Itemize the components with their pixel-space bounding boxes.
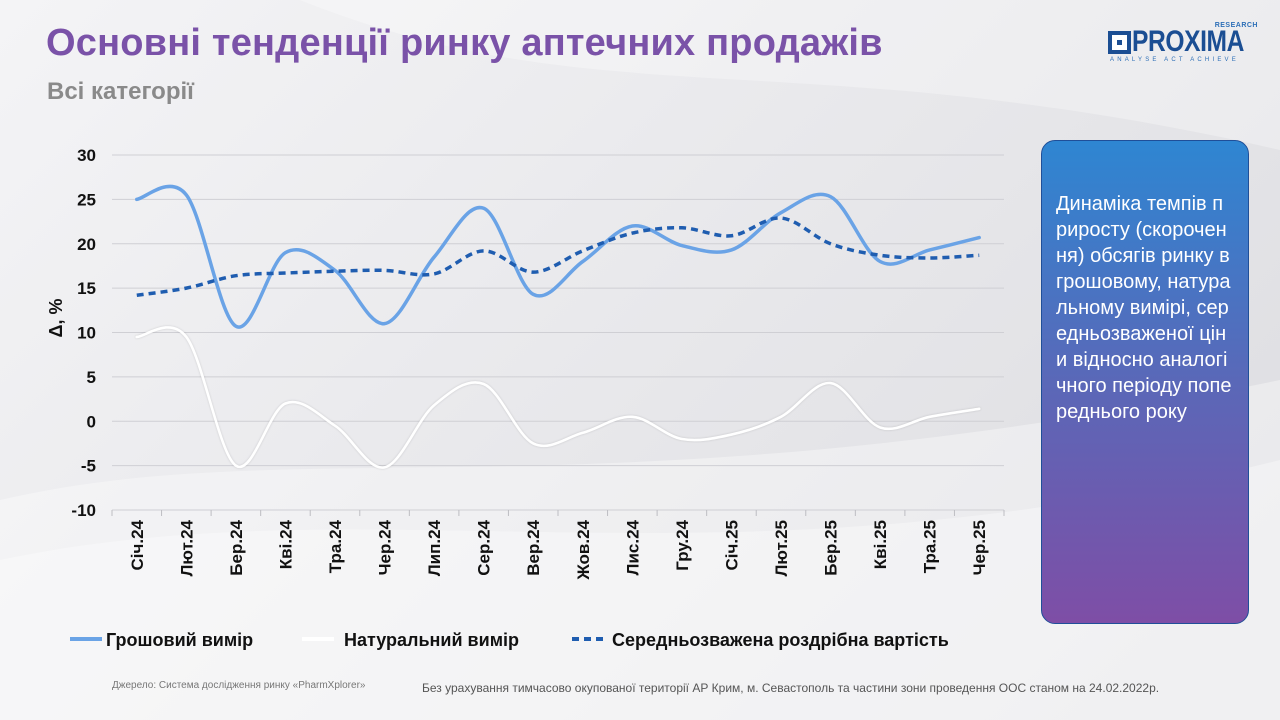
x-tick-label: Сер.24 <box>475 519 494 575</box>
y-tick-labels: -10 -5 0 5 10 15 20 25 30 <box>71 146 96 520</box>
x-tick-label: Кві.24 <box>276 519 295 569</box>
y-tick-label: 25 <box>77 190 96 209</box>
x-tick-label: Січ.24 <box>128 519 147 570</box>
y-tick-label: 20 <box>77 235 96 254</box>
page-subtitle: Всі категорії <box>47 78 194 105</box>
x-tick-label: Лип.24 <box>425 519 444 576</box>
x-tick-label: Лют.25 <box>772 520 791 577</box>
x-tick-label: Жов.24 <box>574 519 593 580</box>
source-note: Джерело: Система дослідження ринку «Phar… <box>112 680 366 691</box>
y-tick-label: 0 <box>87 412 96 431</box>
x-tick-label: Тра.25 <box>921 520 940 573</box>
legend-label: Середньозважена роздрібна вартість <box>612 630 949 650</box>
y-tick-label: 5 <box>87 368 96 387</box>
logo-research-text: RESEARCH <box>1214 22 1258 29</box>
chart-series <box>135 184 981 469</box>
info-box-text: Динаміка темпів приросту (скорочення) об… <box>1056 193 1232 423</box>
series-line-money <box>135 184 981 329</box>
logo-tagline: ANALYSE ACT ACHIEVE <box>1110 57 1239 63</box>
legend-label: Грошовий вимір <box>106 630 253 650</box>
territory-note: Без урахування тимчасово окупованої тери… <box>422 681 1160 695</box>
y-tick-label: 30 <box>77 146 96 165</box>
line-chart: -10 -5 0 5 10 15 20 25 30 Січ.24 Лют.24 Бер.24 Кві.… <box>46 146 1005 650</box>
x-tick-label: Тра.24 <box>326 519 345 573</box>
proxima-logo: RESEARCH PROXIMA ANALYSE ACT ACHIEVE <box>1108 22 1258 70</box>
series-line-price <box>136 216 980 297</box>
chart-grid <box>111 154 1005 516</box>
x-tick-label: Вер.24 <box>524 519 543 575</box>
y-tick-label: -5 <box>81 457 96 476</box>
y-tick-label: -10 <box>71 501 96 520</box>
series-line-natural <box>135 326 981 469</box>
x-tick-labels: Січ.24 Лют.24 Бер.24 Кві.24 Тра.24 Чер.24 Лип.… <box>128 519 989 580</box>
logo-name: PROXIMA <box>1132 25 1244 58</box>
info-box: Динаміка темпів приросту (скорочення) об… <box>1041 140 1249 624</box>
x-tick-label: Кві.25 <box>871 520 890 569</box>
x-tick-label: Лис.24 <box>623 519 642 575</box>
chart-legend: Грошовий вимір Натуральний вимір Середньоз… <box>70 630 949 650</box>
x-tick-label: Гру.24 <box>673 519 692 570</box>
y-tick-label: 10 <box>77 324 96 343</box>
y-axis-label: Δ, % <box>46 299 66 338</box>
x-tick-label: Чер.25 <box>970 520 989 575</box>
logo-square-icon <box>1108 31 1131 54</box>
x-tick-label: Лют.24 <box>177 519 196 576</box>
x-tick-label: Чер.24 <box>376 519 395 575</box>
x-tick-label: Бер.24 <box>227 519 246 575</box>
page-title: Основні тенденції ринку аптечних продажі… <box>46 22 883 64</box>
y-tick-label: 15 <box>77 279 96 298</box>
x-tick-label: Бер.25 <box>822 520 841 576</box>
x-tick-label: Січ.25 <box>722 520 741 571</box>
legend-label: Натуральний вимір <box>344 630 519 650</box>
